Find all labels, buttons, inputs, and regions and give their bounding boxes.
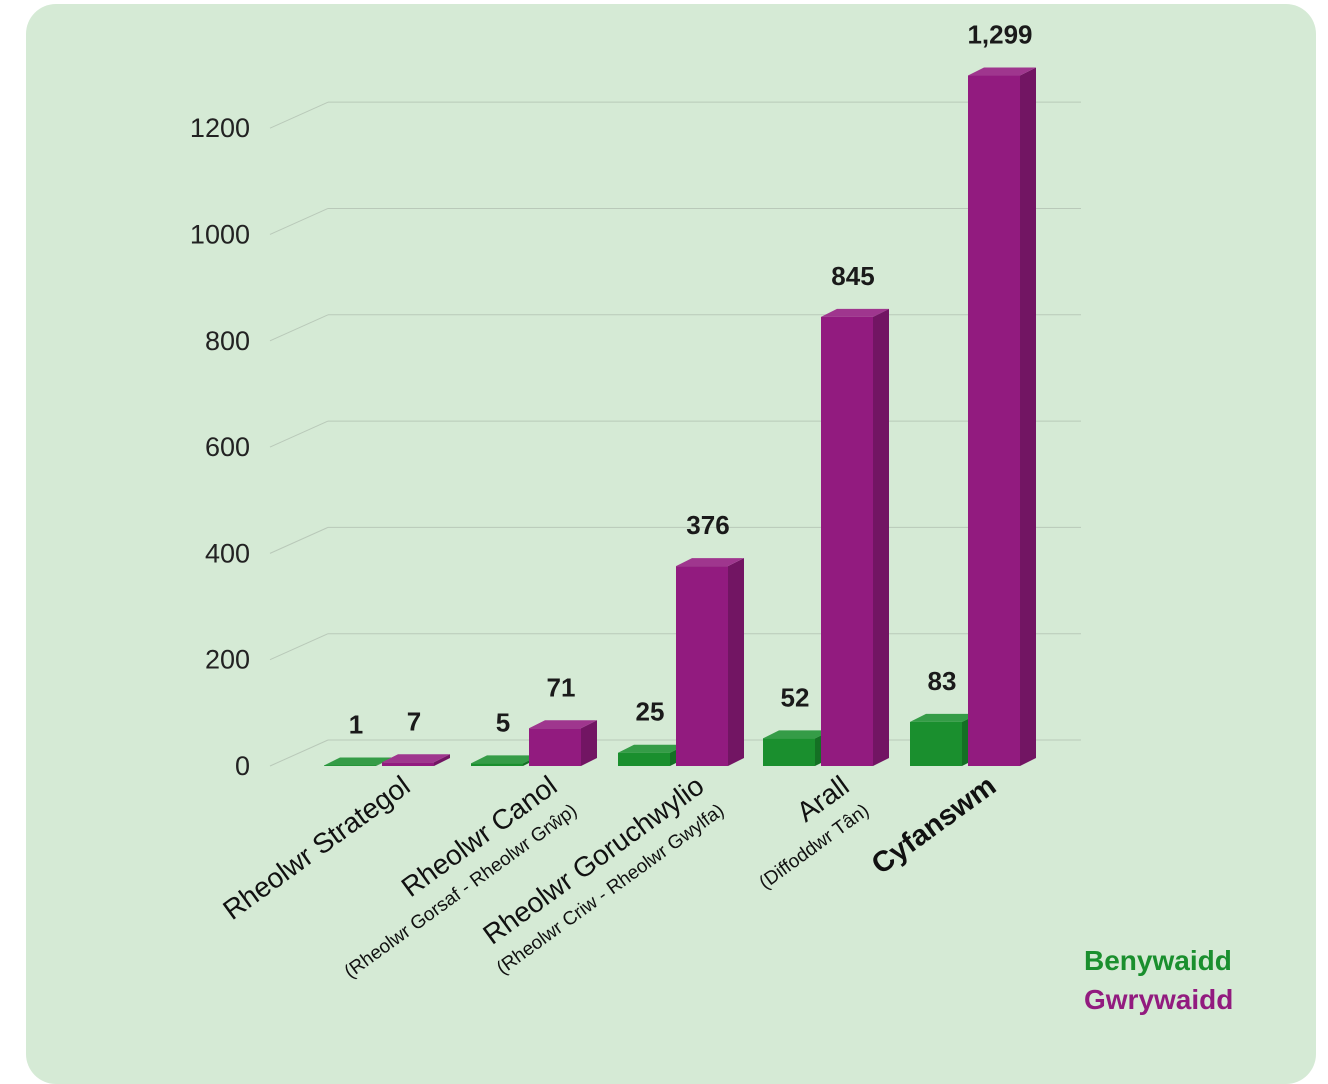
bar-female bbox=[910, 713, 978, 766]
bar-female bbox=[324, 757, 392, 766]
value-label: 376 bbox=[686, 510, 729, 540]
grid-diagonal bbox=[269, 420, 329, 448]
legend-female: Benywaidd bbox=[1084, 945, 1232, 976]
grid-diagonal bbox=[269, 633, 329, 661]
category-label: Rheolwr Strategol bbox=[217, 770, 415, 926]
bar-male bbox=[382, 754, 450, 766]
grid-diagonal bbox=[269, 314, 329, 342]
y-tick-label: 0 bbox=[235, 751, 250, 781]
value-label: 1 bbox=[349, 709, 363, 739]
value-labels: 1 7 5 71 25 376 52 845 83 1,299 bbox=[349, 20, 1033, 740]
bar-male bbox=[529, 720, 597, 766]
value-label: 5 bbox=[496, 707, 510, 737]
grid-lines bbox=[269, 101, 1081, 767]
value-label: 83 bbox=[928, 666, 957, 696]
y-tick-label: 1200 bbox=[190, 113, 250, 143]
bar-female bbox=[618, 744, 686, 766]
y-tick-label: 1000 bbox=[190, 219, 250, 249]
category-name: Rheolwr Strategol bbox=[217, 770, 415, 926]
y-tick-label: 600 bbox=[205, 432, 250, 462]
category-name: Cyfanswm bbox=[866, 770, 1002, 881]
y-tick-label: 400 bbox=[205, 538, 250, 568]
legend: Benywaidd Gwrywaidd bbox=[1084, 941, 1233, 1019]
bar-male bbox=[821, 308, 889, 766]
value-label: 1,299 bbox=[967, 20, 1032, 50]
value-label: 7 bbox=[407, 706, 421, 736]
value-label: 71 bbox=[547, 672, 576, 702]
bar-female bbox=[471, 755, 539, 766]
value-label: 25 bbox=[636, 697, 665, 727]
y-tick-label: 200 bbox=[205, 645, 250, 675]
grid-diagonal bbox=[269, 526, 329, 554]
grid-diagonal bbox=[269, 739, 329, 767]
y-tick-label: 800 bbox=[205, 326, 250, 356]
chart-card: 0 200 400 600 800 1000 1200 1 7 5 71 25 376 52 845 83 1… bbox=[26, 4, 1316, 1084]
value-label: 845 bbox=[831, 261, 874, 291]
value-label: 52 bbox=[781, 682, 810, 712]
legend-male: Gwrywaidd bbox=[1084, 984, 1234, 1015]
category-label: Cyfanswm bbox=[866, 770, 1002, 881]
y-axis-ticks: 0 200 400 600 800 1000 1200 bbox=[190, 113, 250, 781]
grid-diagonal bbox=[269, 208, 329, 235]
bar-male bbox=[676, 558, 744, 766]
category-label: Arall(Diffoddwr Tân) bbox=[755, 770, 873, 894]
grid-diagonal bbox=[269, 101, 329, 129]
bars bbox=[324, 67, 1036, 766]
bar-male bbox=[968, 67, 1036, 766]
bar-female bbox=[763, 730, 831, 766]
